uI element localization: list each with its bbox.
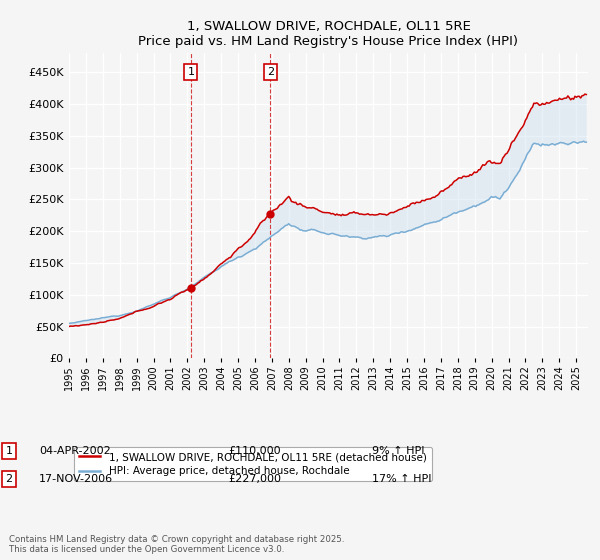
Text: 1: 1 — [187, 67, 194, 77]
Text: 1: 1 — [5, 446, 13, 456]
Text: 17% ↑ HPI: 17% ↑ HPI — [372, 474, 431, 484]
Text: 2: 2 — [266, 67, 274, 77]
Title: 1, SWALLOW DRIVE, ROCHDALE, OL11 5RE
Price paid vs. HM Land Registry's House Pri: 1, SWALLOW DRIVE, ROCHDALE, OL11 5RE Pri… — [139, 20, 518, 48]
Text: £227,000: £227,000 — [228, 474, 281, 484]
Text: £110,000: £110,000 — [228, 446, 281, 456]
Text: 9% ↑ HPI: 9% ↑ HPI — [372, 446, 425, 456]
Legend: 1, SWALLOW DRIVE, ROCHDALE, OL11 5RE (detached house), HPI: Average price, detac: 1, SWALLOW DRIVE, ROCHDALE, OL11 5RE (de… — [74, 447, 431, 482]
Text: 17-NOV-2006: 17-NOV-2006 — [39, 474, 113, 484]
Text: Contains HM Land Registry data © Crown copyright and database right 2025.
This d: Contains HM Land Registry data © Crown c… — [9, 535, 344, 554]
Text: 2: 2 — [5, 474, 13, 484]
Text: 04-APR-2002: 04-APR-2002 — [39, 446, 111, 456]
